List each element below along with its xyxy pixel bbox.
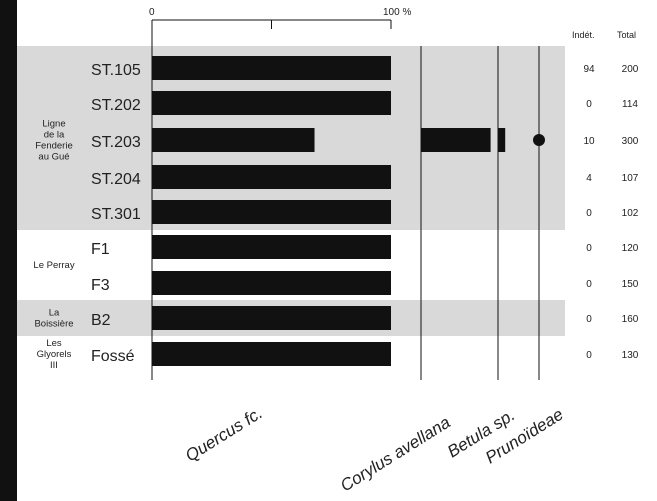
group-label-line: Ligne <box>42 119 65 130</box>
total-value: 130 <box>622 350 639 361</box>
group-label: Ligne de la Fenderie au Gué <box>35 119 73 163</box>
indet-column-header: Indét. <box>572 30 595 40</box>
total-column-header: Total <box>617 30 636 40</box>
quercus-bar <box>152 165 391 189</box>
quercus-bar <box>152 271 391 295</box>
row-label: B2 <box>91 312 111 329</box>
quercus-bar <box>152 200 391 224</box>
group-label-line: au Gué <box>38 152 69 163</box>
total-value: 300 <box>622 136 639 147</box>
group-label: Le Perray <box>33 260 74 271</box>
row-label: F1 <box>91 241 110 258</box>
total-value: 160 <box>622 314 639 325</box>
quercus-bar <box>152 91 391 115</box>
row-label: ST.105 <box>91 62 141 79</box>
total-value: 150 <box>622 279 639 290</box>
indet-value: 0 <box>586 243 592 254</box>
indet-value: 0 <box>586 314 592 325</box>
taxon-label: Quercus fc. <box>182 403 266 465</box>
corylus-bar <box>421 128 491 152</box>
total-value: 107 <box>622 173 639 184</box>
scale-label-max: 100 % <box>383 7 411 18</box>
indet-value: 0 <box>586 279 592 290</box>
group-label: La Boissière <box>34 308 73 330</box>
group-label: Les Glyorels III <box>37 338 72 371</box>
row-label: ST.301 <box>91 206 141 223</box>
group-label-line: Glyorels <box>37 349 72 360</box>
quercus-bar <box>152 235 391 259</box>
indet-value: 0 <box>586 350 592 361</box>
group-label-line: Les <box>46 338 62 349</box>
taxon-label: Corylus avellana <box>337 413 454 496</box>
row-label: ST.203 <box>91 134 141 151</box>
quercus-bar <box>152 56 391 80</box>
group-label-line: III <box>50 360 58 371</box>
total-value: 102 <box>622 208 639 219</box>
group-label-line: Fenderie <box>35 141 73 152</box>
group-label-line: La <box>49 308 60 319</box>
total-value: 200 <box>622 64 639 75</box>
row-label: F3 <box>91 277 110 294</box>
row-label: ST.202 <box>91 97 141 114</box>
group-label-line: Le Perray <box>33 260 74 271</box>
indet-value: 0 <box>586 208 592 219</box>
group-label-line: Boissière <box>34 319 73 330</box>
indet-value: 94 <box>583 64 595 75</box>
quercus-bar <box>152 342 391 366</box>
group-label-line: de la <box>44 130 65 141</box>
row-label: Fossé <box>91 348 135 365</box>
quercus-bar <box>152 128 315 152</box>
quercus-bar <box>152 306 391 330</box>
total-value: 120 <box>622 243 639 254</box>
left-edge-band <box>0 0 17 501</box>
indet-value: 10 <box>583 136 595 147</box>
row-label: ST.204 <box>91 171 141 188</box>
scale-label-min: 0 <box>149 7 155 18</box>
indet-value: 0 <box>586 99 592 110</box>
prunoideae-dot <box>533 134 545 146</box>
indet-value: 4 <box>586 173 592 184</box>
betula-bar <box>498 128 506 152</box>
total-value: 114 <box>622 99 638 110</box>
